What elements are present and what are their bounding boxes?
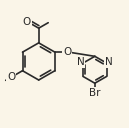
Text: O: O <box>63 47 71 57</box>
Text: O: O <box>7 72 16 82</box>
Text: O: O <box>23 17 31 27</box>
Text: Br: Br <box>89 88 101 98</box>
Text: N: N <box>105 57 113 67</box>
Text: N: N <box>77 57 85 67</box>
